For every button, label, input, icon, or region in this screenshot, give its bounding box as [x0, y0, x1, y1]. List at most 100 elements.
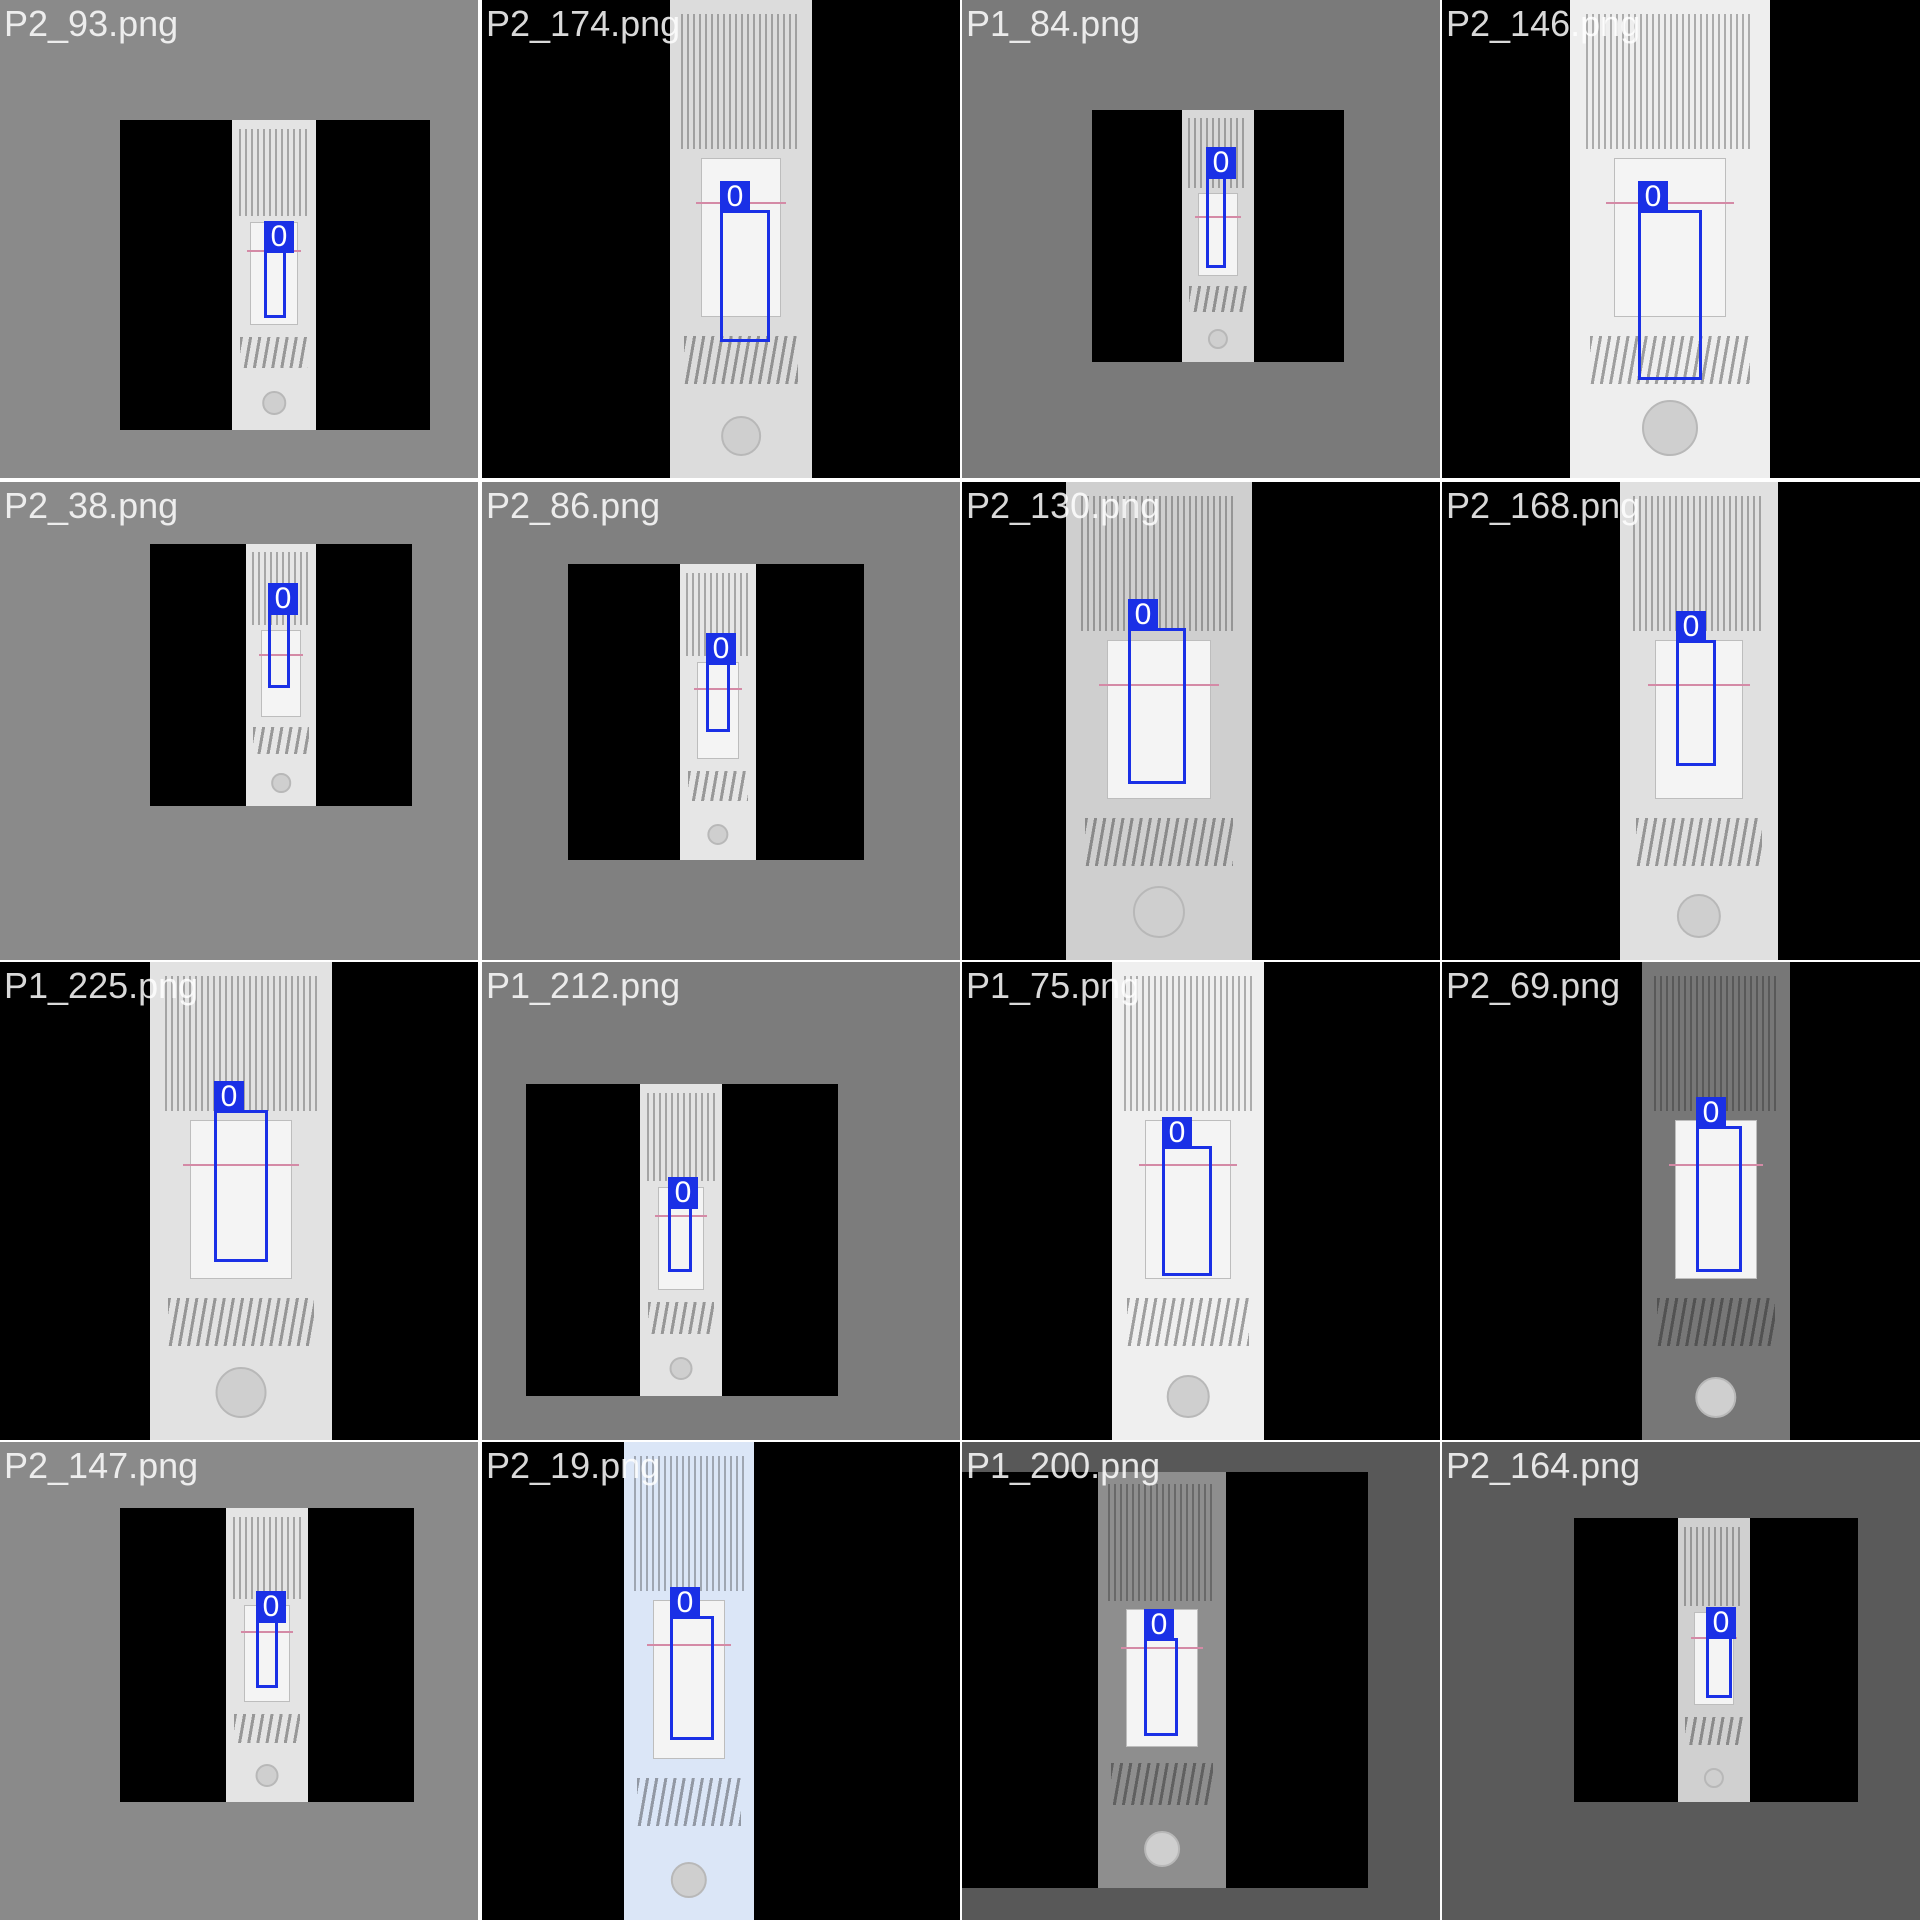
- handwritten-notes: [1654, 976, 1778, 1110]
- sample-well: [707, 824, 728, 845]
- detection-box: 0: [670, 1616, 714, 1740]
- image-tile: 0 P2_174.png: [482, 0, 960, 478]
- handwritten-label: [648, 1302, 714, 1333]
- handwritten-label: [1636, 818, 1762, 866]
- tile-filename: P2_93.png: [4, 6, 178, 42]
- detection-class-tag: 0: [1676, 611, 1706, 643]
- image-tile: 0 P1_75.png: [962, 962, 1440, 1440]
- detection-class-tag: 0: [1128, 599, 1158, 631]
- handwritten-notes: [239, 129, 310, 216]
- handwritten-label: [1085, 818, 1234, 866]
- detection-box: 0: [706, 662, 730, 732]
- detection-box: 0: [264, 250, 286, 318]
- sample-well: [721, 416, 761, 456]
- handwritten-notes: [647, 1093, 716, 1180]
- tile-filename: P1_200.png: [966, 1448, 1160, 1484]
- tile-filename: P1_225.png: [4, 968, 198, 1004]
- tile-filename: P2_69.png: [1446, 968, 1620, 1004]
- image-tile: 0 P2_69.png: [1442, 962, 1920, 1440]
- handwritten-notes: [681, 14, 800, 148]
- image-tile: 0 P2_130.png: [962, 482, 1440, 960]
- detection-class-tag: 0: [1696, 1097, 1726, 1129]
- image-tile: 0 P2_19.png: [482, 1442, 960, 1920]
- image-tile: 0 P2_38.png: [0, 482, 478, 960]
- detection-class-tag: 0: [214, 1081, 244, 1113]
- sample-well: [256, 1764, 279, 1787]
- detection-class-tag: 0: [1638, 181, 1668, 213]
- handwritten-label: [1127, 1298, 1249, 1346]
- image-tile: 0 P2_146.png: [1442, 0, 1920, 478]
- sample-well: [670, 1357, 693, 1380]
- sample-well: [1167, 1375, 1210, 1418]
- image-tile: 0P2_168.png: [1442, 482, 1920, 960]
- detection-box: 0: [268, 612, 290, 688]
- sample-well: [1642, 400, 1698, 456]
- handwritten-label: [234, 1714, 300, 1743]
- handwritten-label: [240, 337, 307, 368]
- detection-class-tag: 0: [1144, 1609, 1174, 1641]
- detection-class-tag: 0: [1162, 1117, 1192, 1149]
- sample-well: [216, 1367, 267, 1418]
- handwritten-label: [637, 1778, 741, 1826]
- detection-class-tag: 0: [668, 1177, 698, 1209]
- image-tile: 0 P1_212.png: [482, 962, 960, 1440]
- image-tile: 0 P2_93.png: [0, 0, 478, 478]
- detection-class-tag: 0: [670, 1587, 700, 1619]
- handwritten-notes: [1684, 1527, 1745, 1607]
- handwritten-label: [253, 727, 309, 753]
- sample-well: [1208, 329, 1228, 349]
- detection-class-tag: 0: [1206, 147, 1236, 179]
- detection-class-tag: 0: [720, 181, 750, 213]
- tile-filename: P2_19.png: [486, 1448, 660, 1484]
- tile-filename: P2_86.png: [486, 488, 660, 524]
- handwritten-label: [1189, 286, 1247, 311]
- detection-box: 0: [214, 1110, 268, 1262]
- tile-filename: P2_130.png: [966, 488, 1160, 524]
- handwritten-label: [1111, 1763, 1213, 1805]
- image-tile: 0 P2_86.png: [482, 482, 960, 960]
- detection-class-tag: 0: [1706, 1607, 1736, 1639]
- image-tile: 0 P1_84.png: [962, 0, 1440, 478]
- sample-well: [1704, 1768, 1724, 1788]
- detection-box: 0: [1696, 1126, 1742, 1272]
- detection-box: 0: [1706, 1636, 1732, 1698]
- detection-box: 0: [1676, 640, 1716, 766]
- detection-box: 0: [720, 210, 770, 342]
- sample-well: [1133, 886, 1185, 938]
- sample-well: [671, 1862, 707, 1898]
- tile-filename: P2_164.png: [1446, 1448, 1640, 1484]
- handwritten-label: [688, 771, 749, 801]
- detection-box: 0: [1144, 1638, 1178, 1736]
- sample-well: [1144, 1831, 1180, 1867]
- tile-filename: P1_212.png: [486, 968, 680, 1004]
- image-tile: 0 P2_164.png: [1442, 1442, 1920, 1920]
- detection-class-tag: 0: [264, 221, 294, 253]
- detection-box: 0: [1128, 628, 1186, 784]
- sample-well: [262, 391, 286, 415]
- handwritten-label: [1657, 1298, 1775, 1346]
- image-tile: 0 P2_147.png: [0, 1442, 478, 1920]
- tile-filename: P2_174.png: [486, 6, 680, 42]
- detection-box: 0: [1162, 1146, 1212, 1276]
- tile-filename: P1_84.png: [966, 6, 1140, 42]
- handwritten-label: [1685, 1717, 1743, 1745]
- sample-well: [1677, 894, 1721, 938]
- tile-filename: P2_146.png: [1446, 6, 1640, 42]
- detection-box: 0: [1638, 210, 1702, 380]
- detection-box: 0: [668, 1206, 692, 1272]
- tile-filename: P2_38.png: [4, 488, 178, 524]
- handwritten-notes: [233, 1517, 302, 1599]
- tile-filename: P2_147.png: [4, 1448, 198, 1484]
- handwritten-label: [168, 1298, 314, 1346]
- detection-class-tag: 0: [256, 1591, 286, 1623]
- sample-well: [1695, 1377, 1736, 1418]
- detection-box: 0: [1206, 176, 1226, 268]
- handwritten-notes: [1124, 976, 1252, 1110]
- sample-well: [271, 773, 291, 793]
- tile-filename: P1_75.png: [966, 968, 1140, 1004]
- test-line: [1606, 202, 1734, 204]
- detection-class-tag: 0: [706, 633, 736, 665]
- image-tile: 0 P1_200.png: [962, 1442, 1440, 1920]
- handwritten-label: [684, 336, 798, 384]
